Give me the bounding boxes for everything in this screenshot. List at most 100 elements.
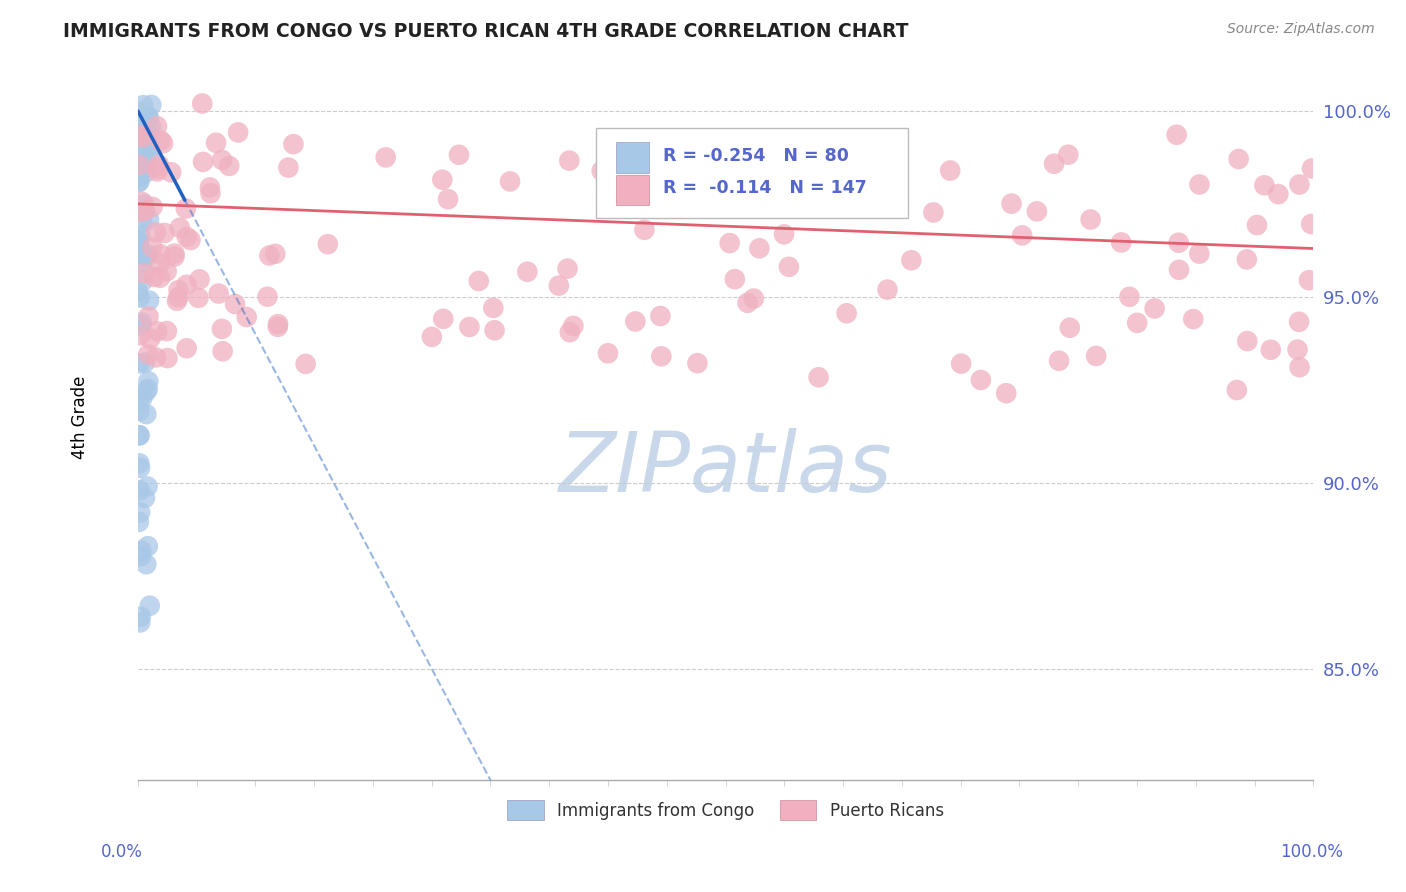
Point bbox=[141, 240, 163, 254]
Point bbox=[139, 599, 162, 613]
Point bbox=[205, 136, 228, 150]
Point bbox=[131, 255, 153, 269]
Point bbox=[1267, 187, 1289, 202]
Point bbox=[160, 165, 183, 179]
Point bbox=[1288, 315, 1310, 329]
Point bbox=[499, 174, 522, 188]
Point bbox=[624, 314, 647, 328]
Point bbox=[129, 549, 152, 564]
Point bbox=[432, 172, 454, 186]
Point bbox=[128, 356, 150, 370]
Point bbox=[149, 247, 172, 261]
Point bbox=[128, 291, 150, 305]
Point bbox=[807, 370, 830, 384]
Point bbox=[267, 317, 290, 331]
Point bbox=[131, 194, 153, 209]
Point bbox=[1288, 178, 1310, 192]
Point bbox=[128, 483, 150, 498]
Point bbox=[128, 153, 150, 167]
Point bbox=[128, 153, 150, 168]
Point bbox=[187, 291, 209, 305]
Point bbox=[131, 316, 153, 330]
Point bbox=[129, 460, 152, 475]
Text: Source: ZipAtlas.com: Source: ZipAtlas.com bbox=[1227, 22, 1375, 37]
Point bbox=[174, 202, 197, 216]
Point bbox=[128, 174, 150, 188]
Point bbox=[1011, 228, 1033, 243]
Text: 100.0%: 100.0% bbox=[1279, 843, 1343, 861]
Point bbox=[134, 146, 156, 161]
Point bbox=[686, 356, 709, 370]
Point bbox=[437, 192, 460, 206]
Point bbox=[773, 227, 796, 242]
Point bbox=[562, 318, 585, 333]
Point bbox=[139, 149, 162, 163]
Point bbox=[146, 119, 169, 133]
Point bbox=[135, 407, 157, 421]
Point bbox=[835, 306, 858, 320]
Point bbox=[156, 351, 179, 365]
Point bbox=[131, 392, 153, 406]
Point bbox=[995, 386, 1018, 401]
Point bbox=[129, 126, 152, 140]
Point bbox=[128, 167, 150, 181]
Point bbox=[153, 226, 176, 240]
Point bbox=[136, 247, 159, 261]
Point bbox=[135, 116, 157, 130]
Point bbox=[132, 136, 155, 150]
Point bbox=[1188, 178, 1211, 192]
Point bbox=[145, 225, 167, 239]
Point bbox=[129, 129, 152, 144]
Point bbox=[129, 160, 152, 174]
Point bbox=[134, 146, 156, 161]
Point bbox=[136, 539, 159, 553]
Text: IMMIGRANTS FROM CONGO VS PUERTO RICAN 4TH GRADE CORRELATION CHART: IMMIGRANTS FROM CONGO VS PUERTO RICAN 4T… bbox=[63, 22, 908, 41]
Point bbox=[134, 125, 156, 139]
Point bbox=[1286, 343, 1309, 357]
Point bbox=[191, 96, 214, 111]
Point bbox=[127, 169, 149, 184]
Point bbox=[129, 247, 152, 261]
Point bbox=[876, 283, 898, 297]
Point bbox=[211, 344, 233, 359]
Point bbox=[176, 341, 198, 355]
Point bbox=[135, 165, 157, 179]
Point bbox=[1288, 360, 1310, 375]
Point bbox=[176, 230, 198, 244]
Point bbox=[149, 134, 172, 148]
Point bbox=[1168, 262, 1191, 277]
Point bbox=[136, 479, 159, 493]
Point bbox=[138, 310, 160, 324]
Point bbox=[1236, 252, 1258, 267]
Point bbox=[128, 428, 150, 442]
Point bbox=[748, 241, 770, 255]
Point bbox=[127, 138, 149, 153]
Point bbox=[148, 158, 170, 172]
Text: ZIPatlas: ZIPatlas bbox=[558, 428, 893, 509]
Point bbox=[146, 164, 169, 178]
Point bbox=[156, 264, 179, 278]
Point bbox=[211, 322, 233, 336]
Point bbox=[900, 253, 922, 268]
Point bbox=[702, 135, 724, 149]
Point bbox=[1301, 217, 1323, 231]
Point bbox=[132, 124, 155, 138]
Point bbox=[132, 274, 155, 288]
Point bbox=[129, 128, 152, 143]
Point bbox=[129, 228, 152, 243]
Point bbox=[235, 310, 257, 324]
Point bbox=[1182, 312, 1205, 326]
Point bbox=[128, 132, 150, 146]
Point bbox=[134, 491, 156, 505]
Point bbox=[731, 153, 754, 168]
Point bbox=[1118, 290, 1140, 304]
Point bbox=[127, 134, 149, 148]
Point bbox=[138, 212, 160, 227]
Point bbox=[633, 223, 655, 237]
Point bbox=[135, 558, 157, 572]
Point bbox=[1080, 212, 1102, 227]
Point bbox=[132, 98, 155, 112]
Point bbox=[1298, 273, 1320, 287]
Point bbox=[135, 124, 157, 138]
Text: 0.0%: 0.0% bbox=[101, 843, 143, 861]
